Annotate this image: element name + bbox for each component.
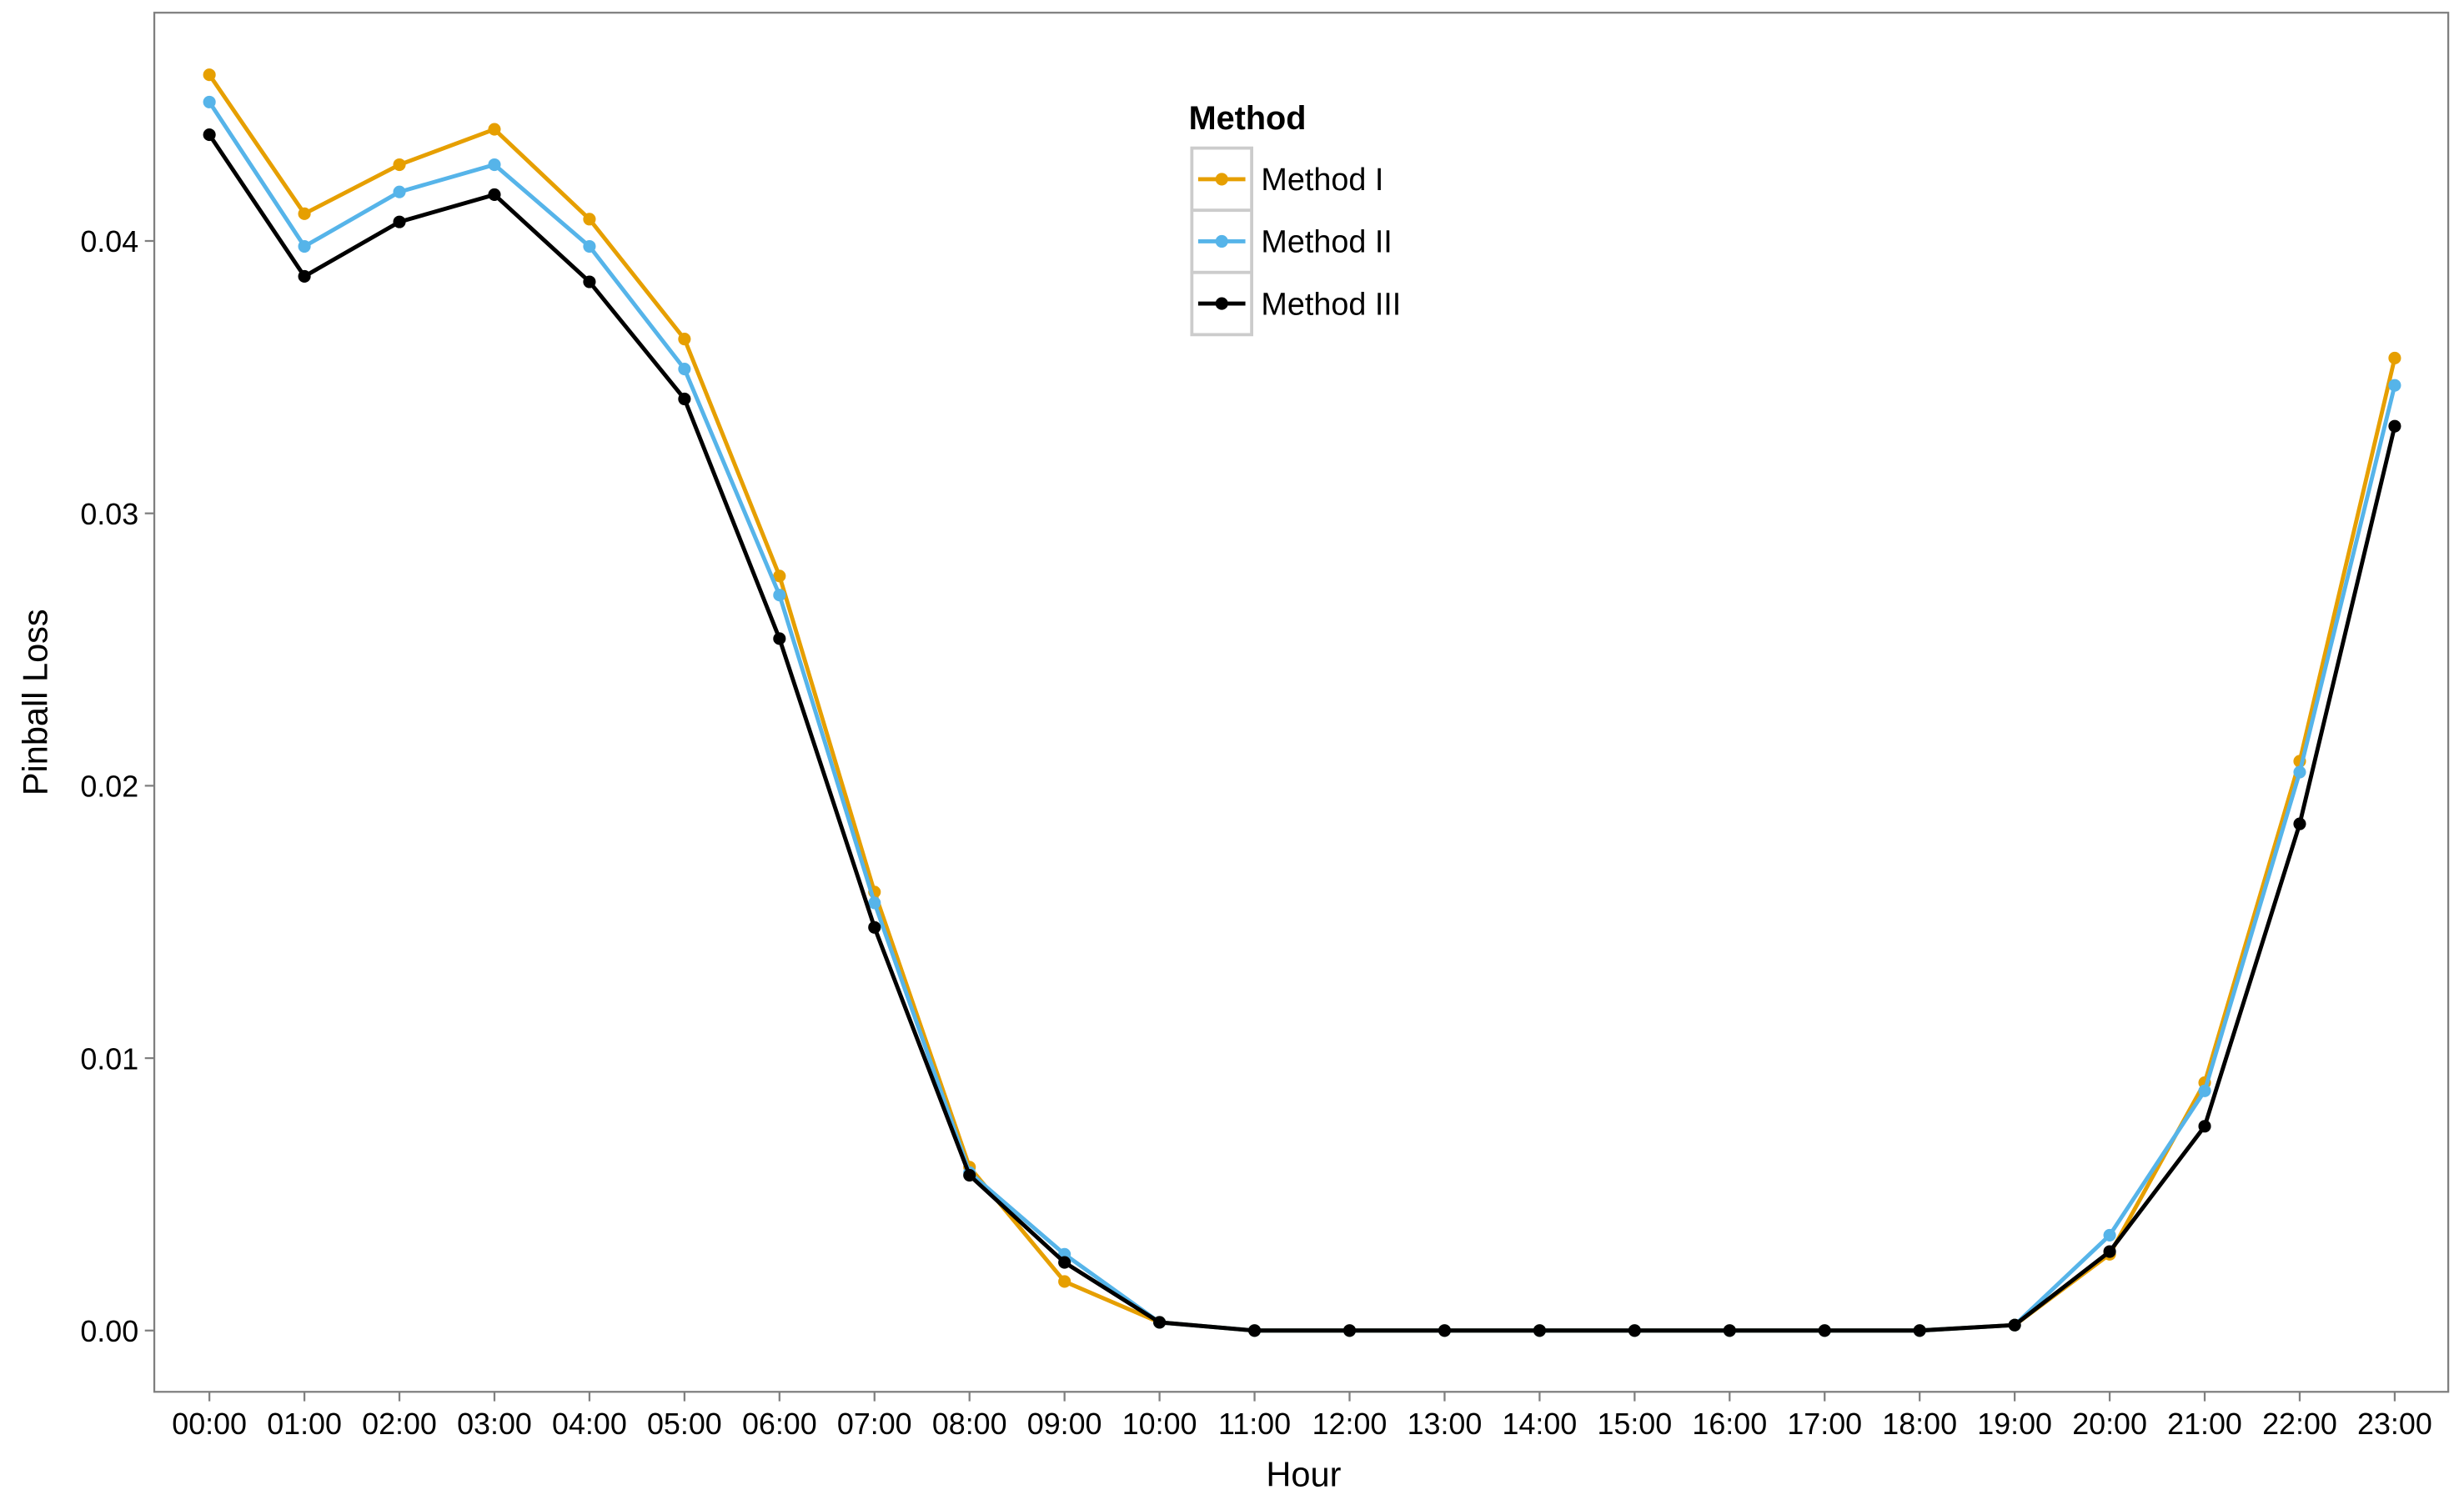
- data-point: [203, 95, 216, 108]
- legend-label: Method I: [1261, 163, 1383, 198]
- data-point: [203, 128, 216, 142]
- x-tick-label: 01:00: [267, 1407, 342, 1441]
- data-point: [1818, 1324, 1831, 1337]
- x-tick-label: 18:00: [1882, 1407, 1957, 1441]
- data-point: [678, 392, 691, 406]
- x-tick-label: 02:00: [362, 1407, 437, 1441]
- x-tick-label: 22:00: [2262, 1407, 2337, 1441]
- data-point: [393, 158, 406, 172]
- y-tick-label: 0.00: [80, 1315, 138, 1348]
- data-point: [2198, 1084, 2211, 1097]
- x-tick-label: 23:00: [2357, 1407, 2432, 1441]
- data-point: [773, 589, 786, 602]
- x-tick-label: 16:00: [1692, 1407, 1767, 1441]
- x-tick-label: 20:00: [2072, 1407, 2147, 1441]
- data-point: [583, 213, 596, 226]
- data-point: [2388, 419, 2401, 433]
- legend-point: [1215, 173, 1228, 186]
- data-point: [1723, 1324, 1736, 1337]
- legend-point: [1215, 234, 1228, 248]
- data-point: [2388, 379, 2401, 392]
- x-tick-label: 19:00: [1977, 1407, 2052, 1441]
- data-point: [1533, 1324, 1546, 1337]
- legend-point: [1215, 297, 1228, 310]
- data-point: [488, 158, 501, 172]
- x-tick-label: 06:00: [742, 1407, 817, 1441]
- data-point: [2103, 1228, 2116, 1242]
- data-point: [2388, 351, 2401, 365]
- y-axis-label: Pinball Loss: [16, 609, 55, 795]
- x-tick-label: 09:00: [1027, 1407, 1102, 1441]
- data-point: [2293, 817, 2306, 830]
- x-axis-label: Hour: [1266, 1455, 1341, 1494]
- data-point: [1628, 1324, 1641, 1337]
- data-point: [1342, 1324, 1357, 1337]
- legend-label: Method III: [1261, 287, 1401, 322]
- data-point: [2198, 1120, 2211, 1133]
- x-tick-label: 12:00: [1312, 1407, 1388, 1441]
- data-point: [2103, 1245, 2116, 1258]
- data-point: [203, 68, 216, 82]
- legend-label: Method II: [1261, 225, 1392, 260]
- data-point: [1058, 1256, 1071, 1269]
- data-point: [393, 215, 406, 228]
- data-point: [583, 275, 596, 288]
- data-point: [2008, 1318, 2021, 1332]
- data-point: [1153, 1316, 1167, 1329]
- data-point: [298, 239, 311, 253]
- y-tick-label: 0.01: [80, 1042, 138, 1076]
- x-tick-label: 13:00: [1408, 1407, 1483, 1441]
- x-tick-label: 00:00: [172, 1407, 247, 1441]
- x-tick-label: 08:00: [932, 1407, 1007, 1441]
- data-point: [488, 123, 501, 136]
- y-tick-label: 0.02: [80, 770, 138, 804]
- data-point: [2293, 765, 2306, 779]
- x-tick-label: 10:00: [1122, 1407, 1197, 1441]
- data-point: [488, 188, 501, 202]
- x-tick-label: 04:00: [552, 1407, 627, 1441]
- x-tick-label: 11:00: [1218, 1407, 1291, 1441]
- x-tick-label: 21:00: [2167, 1407, 2242, 1441]
- data-point: [773, 569, 786, 583]
- data-point: [868, 896, 881, 910]
- data-point: [963, 1168, 976, 1182]
- data-point: [1058, 1275, 1071, 1288]
- x-tick-label: 15:00: [1597, 1407, 1672, 1441]
- data-point: [298, 269, 311, 283]
- x-tick-label: 05:00: [647, 1407, 722, 1441]
- data-point: [678, 333, 691, 346]
- series-line: [208, 133, 2397, 1333]
- data-point: [773, 632, 786, 645]
- x-tick-label: 07:00: [837, 1407, 912, 1441]
- data-point: [583, 239, 596, 253]
- data-point: [868, 921, 881, 934]
- data-point: [1438, 1324, 1451, 1337]
- data-point: [1247, 1324, 1262, 1337]
- x-tick-label: 03:00: [457, 1407, 532, 1441]
- legend-title: Method: [1189, 100, 1307, 137]
- data-point: [1913, 1324, 1926, 1337]
- x-tick-label: 17:00: [1787, 1407, 1862, 1441]
- data-point: [678, 362, 691, 376]
- x-tick-label: 14:00: [1503, 1407, 1578, 1441]
- plot-panel: [153, 12, 2450, 1393]
- y-tick-label: 0.03: [80, 498, 138, 531]
- data-point: [393, 185, 406, 198]
- data-point: [298, 207, 311, 220]
- y-tick-label: 0.04: [80, 225, 138, 258]
